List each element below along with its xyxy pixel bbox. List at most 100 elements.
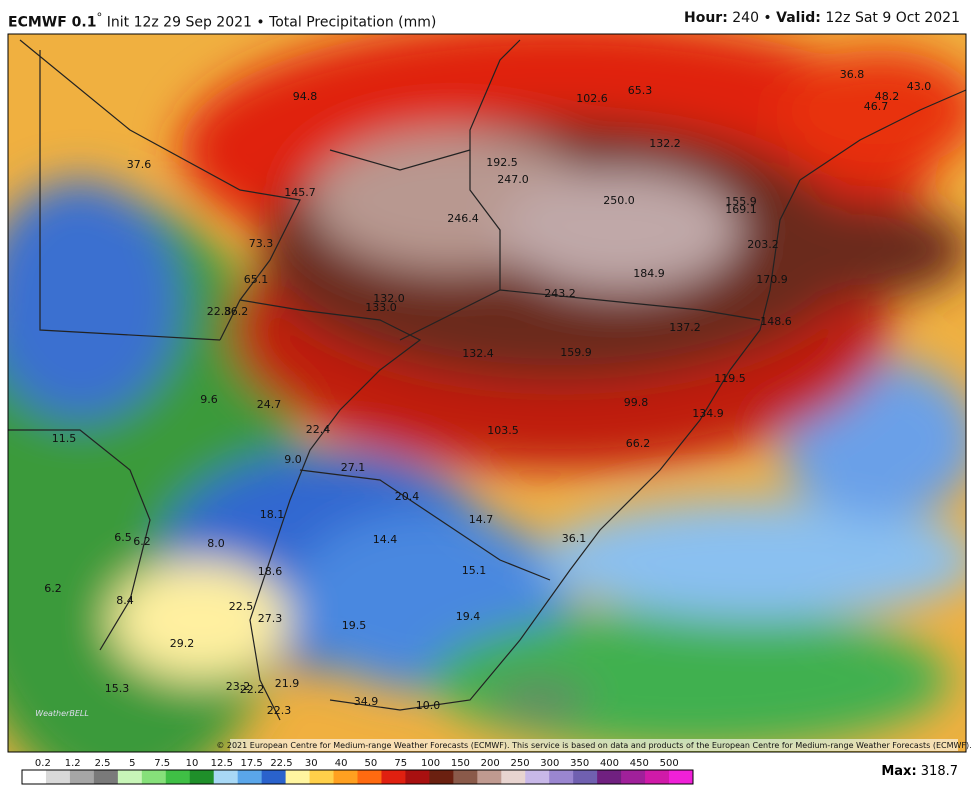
point-label: 132.2 [649,137,681,150]
legend-swatch [453,770,478,784]
point-label: 94.8 [293,90,318,103]
hour: 240 • [732,10,772,26]
point-label: 10.0 [416,699,441,712]
legend-swatch [285,770,311,784]
degree: ° [96,10,103,24]
legend-swatch [429,770,454,784]
point-label: 46.7 [864,100,889,113]
point-label: 9.6 [200,393,218,406]
point-label: 23.2 [226,680,251,693]
point-label: 6.5 [114,531,132,544]
valid: 12z Sat 9 Oct 2021 [825,10,960,26]
max-value: 318.7 [920,764,958,779]
legend-tick-label: 2.5 [95,758,111,769]
point-label: 247.0 [497,173,529,186]
legend-swatch [621,770,646,784]
header-left: ECMWF 0.1° Init 12z 29 Sep 2021 • Total … [8,10,436,31]
legend-tick-label: 500 [660,758,679,769]
point-label: 36.2 [224,305,249,318]
legend-swatch [333,770,358,784]
legend-swatch [93,770,119,784]
legend-swatch [525,770,550,784]
point-label: 22.3 [267,704,292,717]
legend-tick-label: 100 [421,758,440,769]
legend-swatch [165,770,191,784]
legend-tick-label: 40 [335,758,348,769]
point-label: 250.0 [603,194,635,207]
legend-swatch [69,770,95,784]
legend-swatch [405,770,430,784]
model: ECMWF 0.1 [8,14,97,31]
point-label: 18.6 [258,565,283,578]
hour-label: Hour: [683,10,728,26]
legend-tick-label: 450 [630,758,649,769]
point-label: 8.4 [116,594,134,607]
legend-tick-label: 350 [570,758,589,769]
point-label: 37.6 [127,158,152,171]
legend-tick-label: 30 [305,758,318,769]
legend-swatch [45,770,71,784]
point-label: 11.5 [52,432,77,445]
legend-swatch [141,770,167,784]
point-label: 99.8 [624,396,649,409]
legend-frame [21,769,694,785]
point-label: 20.4 [395,490,420,503]
point-label: 34.9 [354,695,379,708]
point-label: 36.1 [562,532,587,545]
legend-swatch [381,770,406,784]
point-label: 155.9 [725,195,757,208]
point-label: 145.7 [284,186,316,199]
point-label: 9.0 [284,453,302,466]
legend-swatch [597,770,622,784]
point-label: 22.2 [240,683,265,696]
point-label: 203.2 [747,238,779,251]
legend-tick-label: 5 [129,758,135,769]
legend-swatch [501,770,526,784]
legend-tick-label: 300 [540,758,559,769]
copyright-bg [230,739,958,751]
point-label: 192.5 [486,156,518,169]
max-label: Max: [881,764,917,779]
precip-field [8,34,966,752]
max: Max: 318.7 [881,764,958,779]
point-label: 48.2 [875,90,900,103]
point-label: 103.5 [487,424,519,437]
point-label: 14.7 [469,513,494,526]
borders [8,39,966,721]
legend-tick-label: 75 [394,758,407,769]
point-label: 102.6 [576,92,608,105]
legend-tick-label: 10 [186,758,199,769]
point-label: 246.4 [447,212,479,225]
legend-tick-label: 1.2 [65,758,81,769]
point-label: 148.6 [760,315,792,328]
point-label: 137.2 [669,321,701,334]
point-label: 73.3 [249,237,274,250]
valid-label: Valid: [776,10,821,26]
header-right: Hour: 240 • Valid: 12z Sat 9 Oct 2021 [684,10,960,26]
legend-tick-label: 22.5 [270,758,292,769]
legend-tick-label: 50 [365,758,378,769]
legend-swatch [357,770,382,784]
point-label: 36.8 [840,68,865,81]
legend-tick-label: 7.5 [154,758,170,769]
legend-tick-label: 0.2 [35,758,51,769]
point-label: 22.5 [229,600,254,613]
legend-swatch [309,770,335,784]
point-label: 170.9 [756,273,788,286]
point-label: 184.9 [633,267,665,280]
point-label: 66.2 [626,437,651,450]
legend-swatch [117,770,143,784]
point-label: 132.4 [462,347,494,360]
point-label: 159.9 [560,346,592,359]
point-label: 6.2 [133,535,151,548]
legend-swatch [645,770,670,784]
legend-swatch [573,770,598,784]
point-label: 65.3 [628,84,653,97]
legend-swatch [549,770,574,784]
init: Init 12z 29 Sep 2021 • Total Precipitati… [106,14,437,31]
legend-tick-label: 250 [510,758,529,769]
legend-tick-label: 150 [451,758,470,769]
point-label: 19.4 [456,610,481,623]
point-label: 19.5 [342,619,367,632]
